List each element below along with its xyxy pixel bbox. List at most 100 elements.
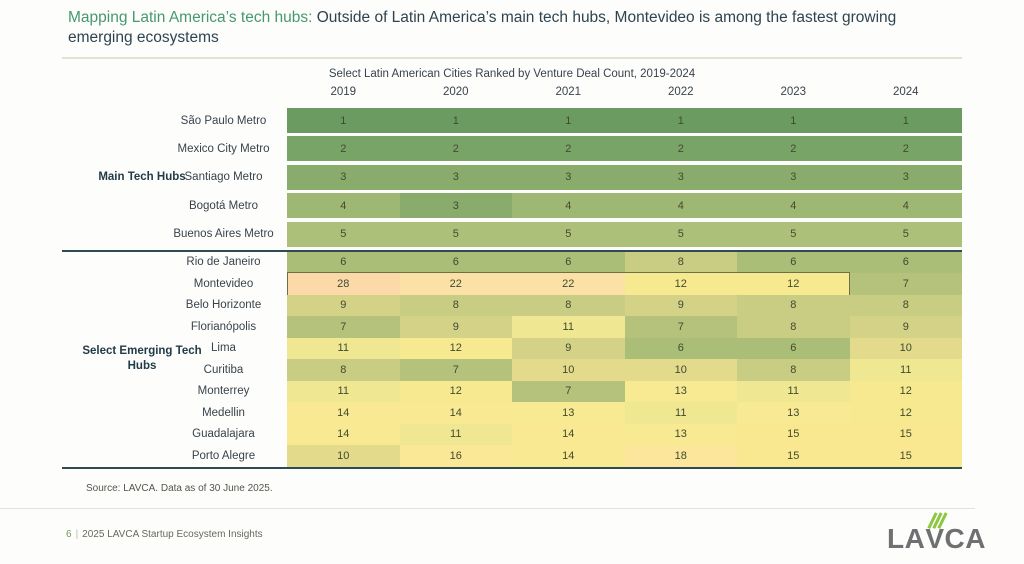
heatmap-cell: 13 <box>624 423 737 446</box>
heatmap-cell: 8 <box>512 294 625 317</box>
table-row: Florianópolis 7 9 11 7 8 9 <box>62 316 962 338</box>
city-label: Bogotá Metro <box>188 199 259 212</box>
city-label: São Paulo Metro <box>180 114 267 127</box>
heatmap-cell: 14 <box>287 423 400 446</box>
ranking-table: Select Latin American Cities Ranked by V… <box>62 64 962 469</box>
heatmap-cell: 22 <box>399 273 512 295</box>
heatmap-cell: 6 <box>512 251 625 274</box>
heatmap-cell: 16 <box>399 445 512 467</box>
heatmap-cell: 1 <box>849 108 962 133</box>
heatmap-cell: 9 <box>512 337 625 360</box>
heatmap-cell: 11 <box>737 380 850 403</box>
logo-letter-v: V <box>925 512 948 554</box>
heatmap-cell: 4 <box>849 193 962 219</box>
title-divider <box>62 57 962 59</box>
logo-text-v: V <box>925 523 945 554</box>
footer-label: 2025 LAVCA Startup Ecosystem Insights <box>82 529 263 540</box>
page-number: 6 <box>66 529 72 540</box>
heatmap-cell: 7 <box>399 359 512 381</box>
section-rule <box>62 466 962 469</box>
city-label: Lima <box>211 342 236 355</box>
footer-text: 6 | 2025 LAVCA Startup Ecosystem Insights <box>66 529 263 540</box>
heatmap-cell: 12 <box>624 273 737 295</box>
table-row: Medellin 14 14 13 11 13 12 <box>62 402 962 424</box>
heatmap-cell: 10 <box>849 337 962 360</box>
heatmap-cell: 12 <box>849 402 962 424</box>
heatmap-cell: 5 <box>399 221 512 247</box>
heatmap-cell: 3 <box>512 164 625 190</box>
table-row: Mexico City Metro 2 2 2 2 2 2 <box>62 136 962 162</box>
table-row: Bogotá Metro 4 3 4 4 4 4 <box>62 193 962 219</box>
city-label: Santiago Metro <box>184 171 263 184</box>
heatmap-cell: 8 <box>737 316 850 338</box>
city-label: Mexico City Metro <box>177 142 270 155</box>
heatmap-cell: 8 <box>737 359 850 381</box>
heatmap-cell: 2 <box>849 136 962 162</box>
heatmap-cell: 6 <box>624 337 737 360</box>
heatmap-cell: 10 <box>287 445 400 467</box>
heatmap-cell: 3 <box>399 164 512 190</box>
table-row: Buenos Aires Metro 5 5 5 5 5 5 <box>62 221 962 247</box>
city-label: Montevideo <box>193 277 254 290</box>
heatmap-cell: 3 <box>737 164 850 190</box>
heatmap-cell: 10 <box>512 359 625 381</box>
city-label: Curitiba <box>203 363 244 376</box>
table-row: Guadalajara 14 11 14 13 15 15 <box>62 423 962 446</box>
heatmap-cell: 13 <box>512 402 625 424</box>
heatmap-cell: 9 <box>287 294 400 317</box>
table-row: Monterrey 11 12 7 13 11 12 <box>62 380 962 403</box>
heatmap-cell: 14 <box>512 423 625 446</box>
page-title: Mapping Latin America’s tech hubs: Outsi… <box>68 8 948 48</box>
heatmap-cell: 14 <box>399 402 512 424</box>
heatmap-cell: 12 <box>399 380 512 403</box>
source-note: Source: LAVCA. Data as of 30 June 2025. <box>86 483 273 494</box>
city-label: Porto Alegre <box>191 449 256 462</box>
heatmap-cell: 3 <box>624 164 737 190</box>
heatmap-cell: 4 <box>512 193 625 219</box>
heatmap-cell: 7 <box>287 316 400 338</box>
heatmap-cell: 5 <box>737 221 850 247</box>
table-row: Belo Horizonte 9 8 8 9 8 8 <box>62 294 962 317</box>
heatmap-cell: 12 <box>849 380 962 403</box>
heatmap-cell: 4 <box>737 193 850 219</box>
heatmap-cell: 12 <box>737 273 850 295</box>
heatmap-cell: 8 <box>399 294 512 317</box>
city-label: Medellin <box>202 406 245 419</box>
heatmap-cell: 5 <box>624 221 737 247</box>
city-label: Monterrey <box>197 385 250 398</box>
heatmap-cell: 6 <box>399 251 512 274</box>
heatmap-cell: 1 <box>399 108 512 133</box>
heatmap-cell: 4 <box>287 193 400 219</box>
heatmap-cell: 7 <box>512 380 625 403</box>
heatmap-cell: 2 <box>512 136 625 162</box>
heatmap-cell: 7 <box>849 273 962 295</box>
heatmap-cell: 3 <box>849 164 962 190</box>
heatmap-cell: 11 <box>287 380 400 403</box>
heatmap-cell: 22 <box>512 273 625 295</box>
heatmap-cell: 9 <box>399 316 512 338</box>
city-label: Rio de Janeiro <box>186 256 261 269</box>
table-row: Curitiba 8 7 10 10 8 11 <box>62 359 962 381</box>
year-header-row: 2019 2020 2021 2022 2023 2024 <box>62 86 962 104</box>
heatmap-cell: 14 <box>287 402 400 424</box>
heatmap-cell: 2 <box>399 136 512 162</box>
group-label: Select Emerging Tech Hubs <box>82 345 202 373</box>
heatmap-cell: 11 <box>624 402 737 424</box>
heatmap-cell: 2 <box>737 136 850 162</box>
heatmap-cell: 8 <box>737 294 850 317</box>
heatmap-cell: 6 <box>849 251 962 274</box>
column-header-2019: 2019 <box>330 86 357 98</box>
column-header-2020: 2020 <box>442 86 469 98</box>
lavca-logo: LA V CA <box>887 510 986 554</box>
city-label: Belo Horizonte <box>185 299 262 312</box>
heatmap-cell: 6 <box>737 337 850 360</box>
section-rule <box>62 249 962 252</box>
heatmap-cell: 4 <box>624 193 737 219</box>
heatmap-cell: 13 <box>737 402 850 424</box>
lavca-logo-letters: LA V CA <box>887 512 986 554</box>
heatmap-cell: 14 <box>512 445 625 467</box>
heatmap-cell: 3 <box>399 193 512 219</box>
footer-divider <box>0 508 975 509</box>
column-header-2022: 2022 <box>667 86 694 98</box>
heatmap-cell: 1 <box>624 108 737 133</box>
